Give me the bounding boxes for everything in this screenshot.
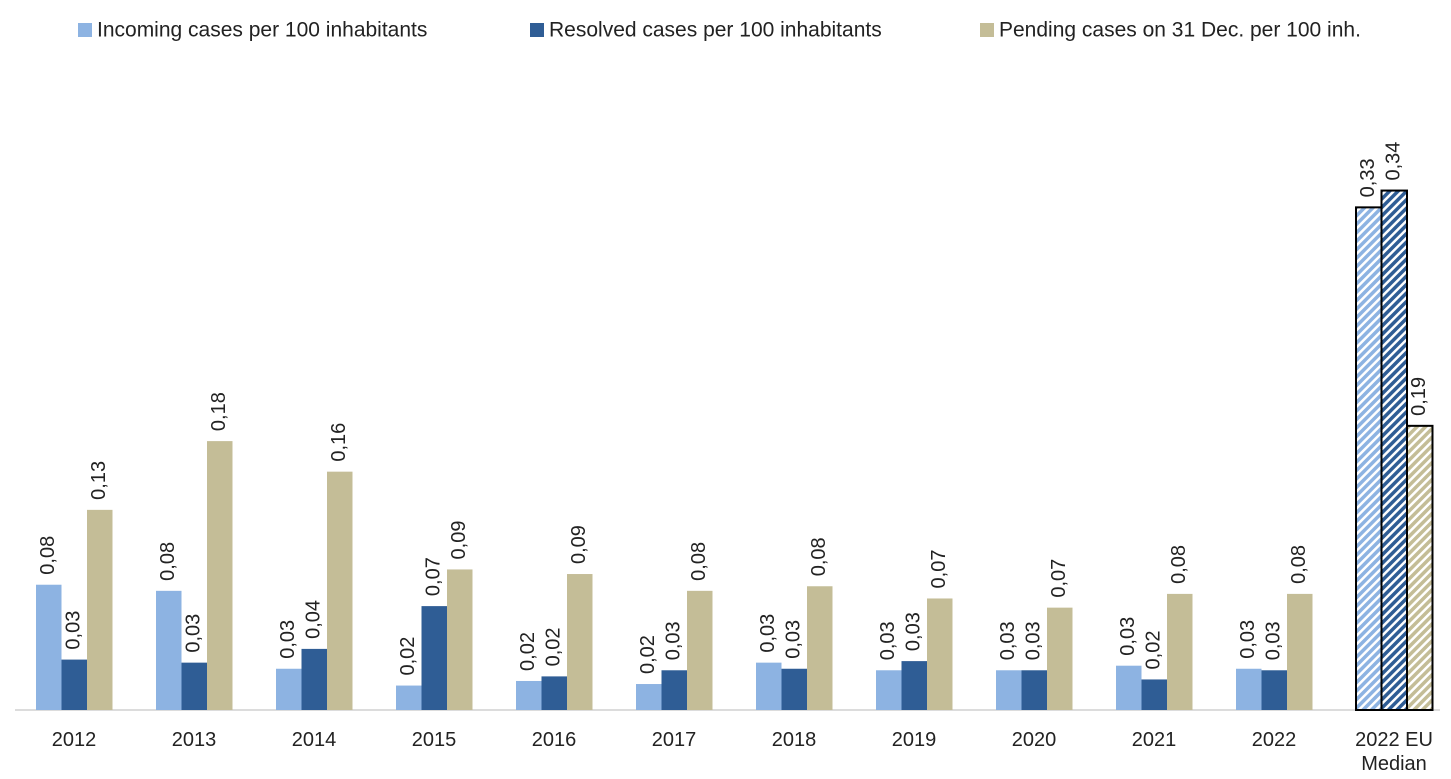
x-tick-label: 2014 [291,729,337,751]
data-label: 0,03 [1237,620,1259,659]
legend-swatch [530,23,544,37]
bar [36,584,62,710]
bar [927,598,953,710]
data-label: 0,08 [1168,545,1190,584]
data-label: 0,07 [1048,559,1070,598]
bar [636,684,662,710]
x-tick-label: 2022 [1251,729,1297,751]
data-label: 0,08 [37,536,59,575]
bar [807,586,833,710]
bar [396,685,422,710]
bar [1236,668,1262,710]
legend-swatch [78,23,92,37]
bar [301,648,327,710]
bar [996,670,1022,710]
bar [1047,607,1073,710]
x-tick-label: 2013 [171,729,217,751]
data-label: 0,03 [757,614,779,653]
data-label: 0,18 [208,392,230,431]
bar [207,441,233,710]
bar [156,590,182,710]
bar [1141,679,1167,710]
x-tick-label: 2019 [891,729,937,751]
data-label: 0,08 [808,537,830,576]
data-label: 0,03 [877,621,899,660]
bar [687,590,713,710]
data-label: 0,03 [63,611,85,650]
bar [1355,206,1383,711]
data-label: 0,03 [997,621,1019,660]
data-label: 0,04 [303,600,325,639]
bar [87,509,113,710]
legend-label: Incoming cases per 100 inhabitants [97,19,427,42]
data-label: 0,19 [1408,377,1430,416]
x-tick-label: 2022 EU Median [1355,729,1433,775]
bar [516,680,542,710]
bar [1167,593,1193,710]
x-tick-label: 2016 [531,729,577,751]
bar [1406,424,1434,711]
bar [661,670,687,710]
data-label: 0,03 [1263,621,1285,660]
x-tick-label: 2017 [651,729,697,751]
x-tick-label: 2015 [411,729,457,751]
data-label: 0,02 [397,637,419,676]
bar [541,676,567,710]
legend-label: Resolved cases per 100 inhabitants [549,19,882,42]
bar [901,661,927,710]
data-label: 0,09 [448,521,470,560]
bar [61,659,87,710]
data-label: 0,03 [277,620,299,659]
bar [567,574,593,710]
data-label: 0,09 [568,525,590,564]
bar [181,662,207,710]
bar [756,662,782,710]
data-label: 0,08 [1288,545,1310,584]
x-tick-label: 2020 [1011,729,1057,751]
legend-label: Pending cases on 31 Dec. per 100 inh. [999,19,1361,42]
bar [1287,593,1313,710]
bar [447,569,473,710]
data-label: 0,03 [1023,621,1045,660]
bar [876,670,902,710]
data-label: 0,03 [183,614,205,653]
x-tick-label: 2018 [771,729,817,751]
data-label: 0,03 [1117,617,1139,656]
data-label: 0,07 [928,550,950,589]
data-label: 0,07 [423,557,445,596]
data-label: 0,03 [903,612,925,651]
data-label: 0,02 [517,632,539,671]
data-label: 0,08 [157,542,179,581]
bar [421,606,447,710]
bar [276,668,302,710]
bar [1021,670,1047,710]
legend-swatch [980,23,994,37]
bar [1261,670,1287,710]
data-label: 0,03 [783,620,805,659]
bar [781,668,807,710]
data-label: 0,03 [663,621,685,660]
data-label: 0,02 [1143,631,1165,670]
data-label: 0,02 [637,635,659,674]
x-tick-label: 2012 [51,729,97,751]
bar [327,471,353,710]
data-label: 0,33 [1357,158,1379,197]
bar [1380,189,1408,712]
data-label: 0,34 [1383,142,1405,181]
data-label: 0,13 [88,461,110,500]
data-label: 0,16 [328,423,350,462]
bar [1116,665,1142,710]
data-label: 0,02 [543,627,565,666]
x-tick-label: 2021 [1131,729,1177,751]
data-label: 0,08 [688,542,710,581]
